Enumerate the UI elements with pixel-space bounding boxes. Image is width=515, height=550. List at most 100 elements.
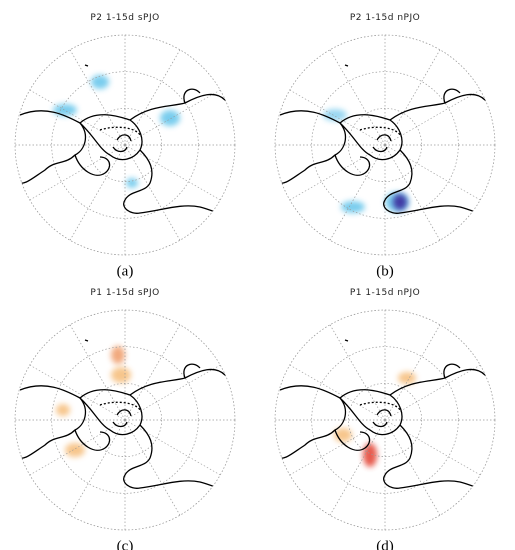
meridian	[29, 89, 126, 146]
anomaly-blob	[323, 109, 347, 121]
meridian	[69, 324, 126, 421]
island-dots	[99, 401, 141, 411]
coastline	[443, 363, 461, 379]
map-border	[274, 309, 496, 531]
meridian	[384, 419, 441, 516]
coastline	[276, 385, 347, 460]
anomaly-blob	[111, 367, 131, 383]
coastline	[344, 333, 479, 346]
coastline	[334, 154, 371, 176]
meridian	[124, 419, 181, 516]
coastline	[334, 429, 371, 451]
meridian	[384, 144, 481, 201]
anomaly-blob	[393, 194, 407, 210]
coastline	[183, 88, 201, 104]
meridian	[329, 419, 386, 516]
meridian	[29, 364, 126, 421]
coastline	[123, 149, 234, 217]
map-border	[274, 34, 496, 256]
meridian	[329, 49, 386, 146]
anomaly-blob	[160, 110, 180, 126]
coastline	[276, 110, 347, 185]
meridian	[384, 49, 441, 146]
latitude-ring	[51, 71, 199, 219]
map-body	[275, 35, 495, 255]
meridian	[289, 364, 386, 421]
latitude-ring	[87, 382, 163, 458]
latitude-ring	[87, 107, 163, 183]
meridian	[124, 324, 181, 421]
panel-title: P1 1-15d nPJO	[350, 288, 420, 298]
coastline	[383, 149, 494, 217]
anomaly-blob	[111, 346, 125, 364]
meridian	[329, 324, 386, 421]
coastline	[383, 424, 494, 492]
anomaly-blob	[56, 404, 70, 416]
coastline	[344, 58, 479, 71]
latitude-ring	[51, 346, 199, 494]
map-border	[14, 309, 236, 531]
panel-caption: (a)	[117, 263, 134, 279]
island-dots	[99, 126, 141, 136]
meridian	[124, 144, 221, 201]
meridian	[384, 324, 441, 421]
panel-caption: (d)	[376, 538, 394, 550]
coastline	[389, 93, 494, 121]
anomaly-blob	[53, 104, 77, 116]
map-panel: P1 1-15d nPJO (d)	[274, 288, 496, 550]
coastline	[372, 409, 392, 428]
coastline	[443, 88, 461, 104]
anomaly-blob	[65, 443, 85, 457]
meridian	[124, 144, 181, 241]
coastline	[123, 424, 234, 492]
latitude-ring	[311, 71, 459, 219]
meridian	[124, 419, 221, 476]
meridian	[289, 89, 386, 146]
coastline	[112, 134, 132, 153]
coastline	[183, 363, 201, 379]
anomaly-blob	[398, 372, 416, 384]
coastline	[112, 409, 132, 428]
meridian	[69, 419, 126, 516]
coastline	[74, 429, 111, 451]
meridian	[384, 89, 481, 146]
island-dots	[359, 401, 401, 411]
panel-title: P1 1-15d sPJO	[90, 288, 159, 298]
coastline	[84, 333, 219, 346]
anomaly-blob	[363, 443, 377, 467]
anomaly-blob	[126, 178, 138, 188]
meridian	[124, 49, 181, 146]
panel-title: P2 1-15d nPJO	[350, 13, 420, 23]
map-body	[275, 310, 495, 530]
coastline	[74, 154, 111, 176]
meridian	[384, 419, 481, 476]
panel-title: P2 1-15d sPJO	[90, 13, 159, 23]
panel-caption: (c)	[117, 538, 134, 550]
coastline	[16, 110, 87, 185]
map-body	[15, 35, 235, 255]
coastline	[84, 58, 219, 71]
meridian	[329, 144, 386, 241]
map-panel: P1 1-15d sPJO (c)	[14, 288, 236, 550]
meridian	[124, 364, 221, 421]
coastline	[129, 368, 234, 396]
anomaly-blob	[341, 201, 365, 213]
map-panel: P2 1-15d nPJO (b)	[274, 13, 496, 279]
panel-caption: (b)	[376, 263, 394, 279]
anomaly-blob	[91, 75, 109, 89]
map-panel: P2 1-15d sPJO (a)	[14, 13, 236, 279]
latitude-ring	[347, 107, 423, 183]
meridian	[69, 49, 126, 146]
coastline	[372, 134, 392, 153]
map-body	[15, 310, 235, 530]
meridian	[69, 144, 126, 241]
meridian	[384, 144, 441, 241]
coastline	[16, 385, 87, 460]
coastline	[129, 93, 234, 121]
island-dots	[359, 126, 401, 136]
latitude-ring	[311, 346, 459, 494]
meridian	[384, 364, 481, 421]
map-border	[14, 34, 236, 256]
latitude-ring	[347, 382, 423, 458]
